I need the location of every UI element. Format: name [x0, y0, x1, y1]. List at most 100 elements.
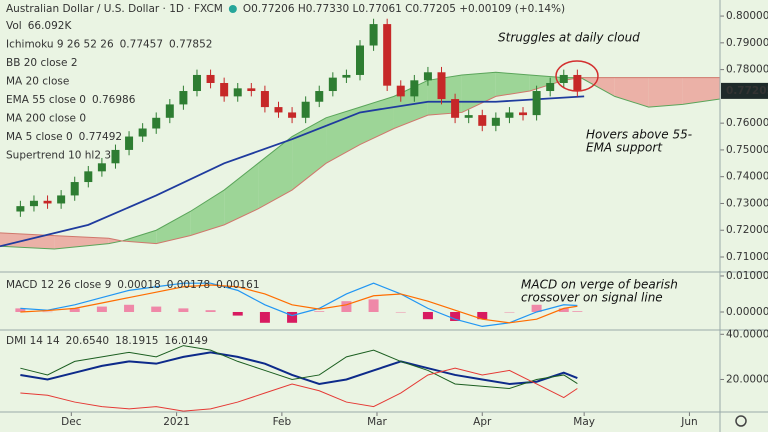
macd-histogram-bar: [69, 308, 80, 312]
macd-histogram-bar: [477, 311, 488, 320]
cloud-segment: [682, 77, 720, 105]
legend-value: 0.00161: [216, 279, 259, 291]
x-tick-label: Mar: [367, 416, 387, 428]
macd-line: [20, 284, 578, 324]
macd-line: [20, 282, 578, 328]
legend-value: 0.77457: [120, 39, 163, 51]
candle-body: [342, 74, 351, 78]
annotation: Hovers above 55-: [586, 128, 692, 142]
legend-label: MACD 12 26 close 9: [6, 279, 111, 291]
settings-icon[interactable]: [735, 415, 747, 427]
legend-label: Supertrend 10 hl2 3: [6, 150, 111, 162]
candle-body: [220, 82, 229, 97]
candle-body: [478, 115, 487, 126]
cloud-segment: [258, 136, 293, 209]
y-tick-label: 0.71000: [726, 251, 768, 263]
candle-body: [179, 91, 188, 105]
cloud-segment: [54, 235, 109, 249]
candle-body: [532, 91, 541, 116]
macd-histogram-bar: [422, 311, 433, 320]
dmi-line: [20, 345, 578, 390]
cloud-segment: [648, 77, 683, 108]
y-tick-label: 0.72000: [726, 224, 768, 236]
plot-area: [0, 15, 724, 416]
highlight-circle: [555, 60, 599, 92]
chart-title: Australian Dollar / U.S. Dollar · 1D · F…: [6, 3, 223, 15]
candle-body: [165, 104, 174, 118]
cloud-segment: [614, 77, 649, 108]
y-tick-label: 0.76000: [726, 117, 768, 129]
macd-histogram-bar: [572, 311, 583, 312]
macd-histogram-bar: [96, 306, 107, 312]
legend-value: 0.76986: [92, 94, 136, 106]
legend-label: MA 20 close: [6, 76, 69, 88]
annotation: crossover on signal line: [521, 291, 663, 305]
legend-label: EMA 55 close 0: [6, 94, 86, 106]
x-tick-label: Jun: [680, 416, 697, 428]
candle-body: [315, 91, 324, 102]
legend-label: Vol: [6, 20, 22, 32]
cloud-segment: [156, 211, 191, 244]
macd-histogram-bar: [178, 308, 189, 312]
macd-histogram-bar: [205, 310, 216, 312]
y-tick-label: 0.80000: [726, 10, 768, 22]
last-price-label: 0.77205: [726, 85, 768, 97]
macd-histogram-bar: [151, 306, 162, 312]
y-tick-label: 0.78000: [726, 64, 768, 76]
annotation: Struggles at daily cloud: [498, 31, 640, 45]
candle-body: [383, 24, 392, 86]
dmi-line: [20, 351, 578, 386]
annotation: MACD on verge of bearish: [521, 278, 678, 292]
candle-body: [301, 101, 310, 118]
candle-body: [125, 136, 134, 150]
candle-body: [437, 72, 446, 100]
x-tick-label: 2021: [163, 416, 190, 428]
candle-body: [57, 195, 66, 204]
candle-body: [546, 82, 555, 92]
candle-body: [111, 149, 120, 164]
macd-histogram-bar: [504, 311, 515, 313]
macd-histogram-bar: [558, 308, 569, 312]
x-tick-label: Dec: [61, 416, 82, 428]
legend-label: MA 5 close 0: [6, 131, 73, 143]
candle-body: [423, 72, 432, 81]
legend-value: 18.1915: [115, 335, 158, 347]
dmi-line: [20, 367, 578, 412]
y-tick-label: 0.79000: [726, 37, 768, 49]
candle-body: [274, 107, 283, 113]
macd-histogram-bar: [450, 311, 461, 321]
legend-label: MA 200 close 0: [6, 113, 86, 125]
candle-body: [369, 24, 378, 46]
macd-histogram-bar: [259, 311, 270, 323]
ohlc-values: O0.77206 H0.77330 L0.77061 C0.77205 +0.0…: [243, 3, 565, 15]
candle-body: [288, 112, 297, 118]
candle-body: [464, 115, 473, 118]
y-tick-label: 20.0000: [726, 373, 768, 385]
macd-histogram-bar: [15, 308, 26, 312]
macd-histogram-bar: [341, 301, 352, 312]
candle-body: [152, 117, 161, 129]
y-tick-label: 0.01000: [726, 270, 768, 282]
candle-body: [573, 74, 582, 92]
status-dot: [228, 5, 237, 13]
macd-histogram-bar: [124, 304, 135, 312]
legend-value: 0.77852: [169, 39, 212, 51]
candle-body: [519, 112, 528, 116]
legend-label: BB 20 close 2: [6, 57, 78, 69]
candle-body: [192, 74, 201, 92]
y-tick-label: 0.74000: [726, 171, 768, 183]
candle-body: [43, 200, 52, 204]
candle-body: [328, 77, 337, 92]
legend-label: DMI 14 14: [6, 335, 60, 347]
candle-body: [410, 80, 419, 97]
candle-body: [97, 163, 106, 172]
candle-body: [70, 182, 79, 196]
legend-value: 0.00178: [167, 279, 210, 291]
cloud-segment: [190, 190, 225, 236]
cloud-span-a: [0, 71, 721, 250]
y-tick-label: 0.75000: [726, 144, 768, 156]
candle-body: [206, 74, 215, 83]
cloud-segment: [495, 72, 530, 97]
macd-histogram-bar: [395, 311, 406, 313]
